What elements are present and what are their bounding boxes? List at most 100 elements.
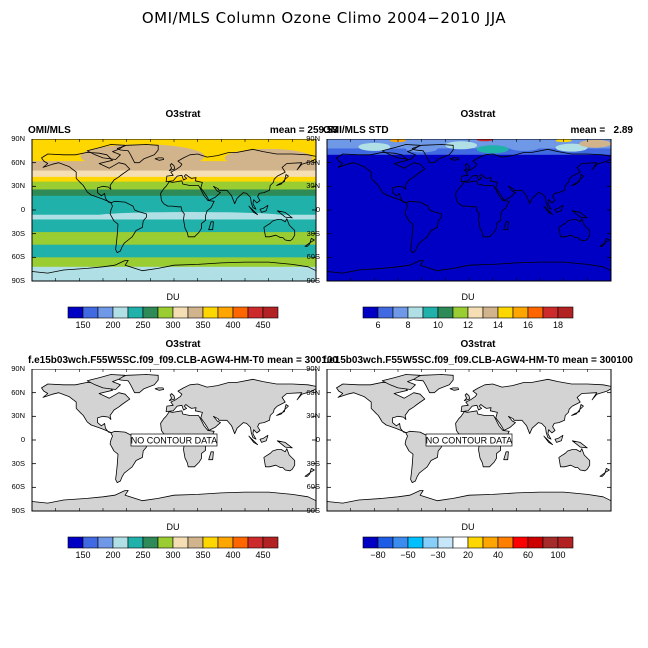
continent-outline	[336, 381, 426, 434]
lat-tick-label: 0	[20, 435, 25, 444]
colorbar-swatch	[407, 536, 424, 549]
colorbar-swatch	[172, 536, 189, 549]
colorbar-label: 60	[523, 550, 533, 560]
contour-band	[32, 257, 316, 268]
continent-outline	[304, 468, 315, 477]
colorbar-swatch	[467, 306, 484, 319]
colorbar-swatch	[157, 306, 174, 319]
continent-outline	[259, 204, 269, 213]
contour-band	[32, 181, 316, 190]
colorbar-swatch	[82, 306, 99, 319]
continent-outline	[154, 157, 165, 161]
lat-tick-label: 30S	[306, 228, 320, 238]
lat-tick-label: 60N	[11, 157, 25, 167]
figure-title: OMI/MLS Column Ozone Climo 2004−2010 JJA	[141, 9, 507, 27]
lat-tick-label: 60S	[11, 482, 25, 492]
panel-mean-string: mean = 300100	[562, 355, 633, 366]
colorbar-title: DU	[167, 292, 180, 302]
lat-tick-label: 30S	[306, 458, 320, 468]
continent-outline	[41, 381, 131, 434]
panel-model-mean: O3strat f.e15b03wch.F55W5SC.f09_f09.CLB-…	[11, 339, 338, 571]
lat-tick-label: 60S	[11, 252, 25, 262]
colorbar-swatch	[422, 306, 439, 319]
colorbar: DU −80 −50 −30 20 40 60 100	[362, 522, 574, 560]
continent-outline	[599, 238, 610, 247]
continent-outline	[86, 144, 126, 160]
colorbar: DU 150 200 250 300 350 400 450	[67, 292, 279, 330]
panel-left-string: OMI/MLS	[28, 125, 71, 136]
ozone-std-map	[326, 139, 612, 282]
colorbar-swatch	[392, 306, 409, 319]
panel-left-string: f.e15b03wch.F55W5SC.f09_f09.CLB-AGW4-HM-…	[28, 355, 265, 366]
colorbar-swatch	[112, 536, 129, 549]
contour-band	[579, 139, 612, 148]
colorbar-title: DU	[462, 292, 475, 302]
continent-outline	[276, 404, 289, 416]
contour-band	[476, 139, 493, 142]
continent-outline	[31, 490, 317, 512]
contour-band	[327, 148, 611, 156]
colorbar-label: 20	[463, 550, 473, 560]
colorbar-label: 400	[225, 320, 240, 330]
colorbar-swatch	[97, 536, 114, 549]
colorbar-swatch	[437, 536, 454, 549]
continent-outline	[116, 374, 159, 394]
no-contour-data-label: NO CONTOUR DATA	[130, 433, 218, 447]
panel-mean-string: mean = 300100	[267, 355, 338, 366]
continent-outline	[154, 387, 165, 391]
difference-map: NO CONTOUR DATA	[326, 369, 612, 512]
contour-band	[32, 195, 316, 216]
colorbar-swatch	[362, 306, 379, 319]
colorbar-swatch	[482, 306, 499, 319]
lat-tick-label: 90N	[306, 364, 320, 373]
colorbar-label: 350	[195, 550, 210, 560]
continent-outline	[160, 180, 215, 238]
colorbar-swatch	[527, 306, 544, 319]
lat-tick-label: 60S	[306, 252, 320, 262]
colorbar-swatch	[187, 306, 204, 319]
continent-outline	[263, 218, 296, 242]
colorbar-swatch	[217, 536, 234, 549]
colorbar-swatch	[422, 536, 439, 549]
colorbar-swatch	[172, 306, 189, 319]
lat-tick-label: 0	[315, 435, 320, 444]
continent-outline	[463, 163, 471, 172]
continent-outline	[571, 440, 588, 449]
colorbar: DU 6 8 10 12 14 16 18	[362, 292, 574, 330]
colorbar-swatch	[452, 536, 469, 549]
colorbar-label: 200	[105, 550, 120, 560]
contour-band	[32, 170, 316, 178]
contour-band	[358, 142, 391, 151]
colorbar-swatch	[202, 306, 219, 319]
continent-outline	[503, 221, 509, 231]
colorbar-swatch	[542, 306, 559, 319]
lat-tick-label: 60N	[306, 387, 320, 397]
lat-tick-label: 90N	[11, 364, 25, 373]
continent-outline	[31, 260, 317, 282]
lat-tick-label: 30N	[306, 181, 320, 191]
colorbar-label: 400	[225, 550, 240, 560]
continent-outline	[571, 174, 584, 186]
continent-outline	[168, 393, 176, 402]
lat-tick-label: 0	[315, 205, 320, 214]
colorbar-swatch	[112, 306, 129, 319]
no-contour-data-box	[425, 433, 513, 447]
colorbar-swatch	[217, 306, 234, 319]
colorbar-label: 150	[75, 320, 90, 330]
colorbar-swatch	[97, 306, 114, 319]
colorbar-swatch	[392, 536, 409, 549]
continent-outline	[165, 378, 317, 440]
continent-outline	[543, 435, 554, 446]
colorbar-label: 100	[550, 550, 565, 560]
contour-band	[32, 232, 316, 246]
continent-outline	[558, 448, 591, 472]
continent-outline	[554, 434, 564, 443]
colorbar-swatch	[377, 536, 394, 549]
panel-mean-string: mean = 2.89	[570, 125, 633, 136]
colorbar-swatch	[497, 536, 514, 549]
panel-title: O3strat	[460, 109, 496, 120]
continent-outline	[326, 260, 612, 282]
colorbar-label: 10	[433, 320, 443, 330]
continent-outline	[263, 448, 296, 472]
continent-outline	[248, 205, 259, 216]
